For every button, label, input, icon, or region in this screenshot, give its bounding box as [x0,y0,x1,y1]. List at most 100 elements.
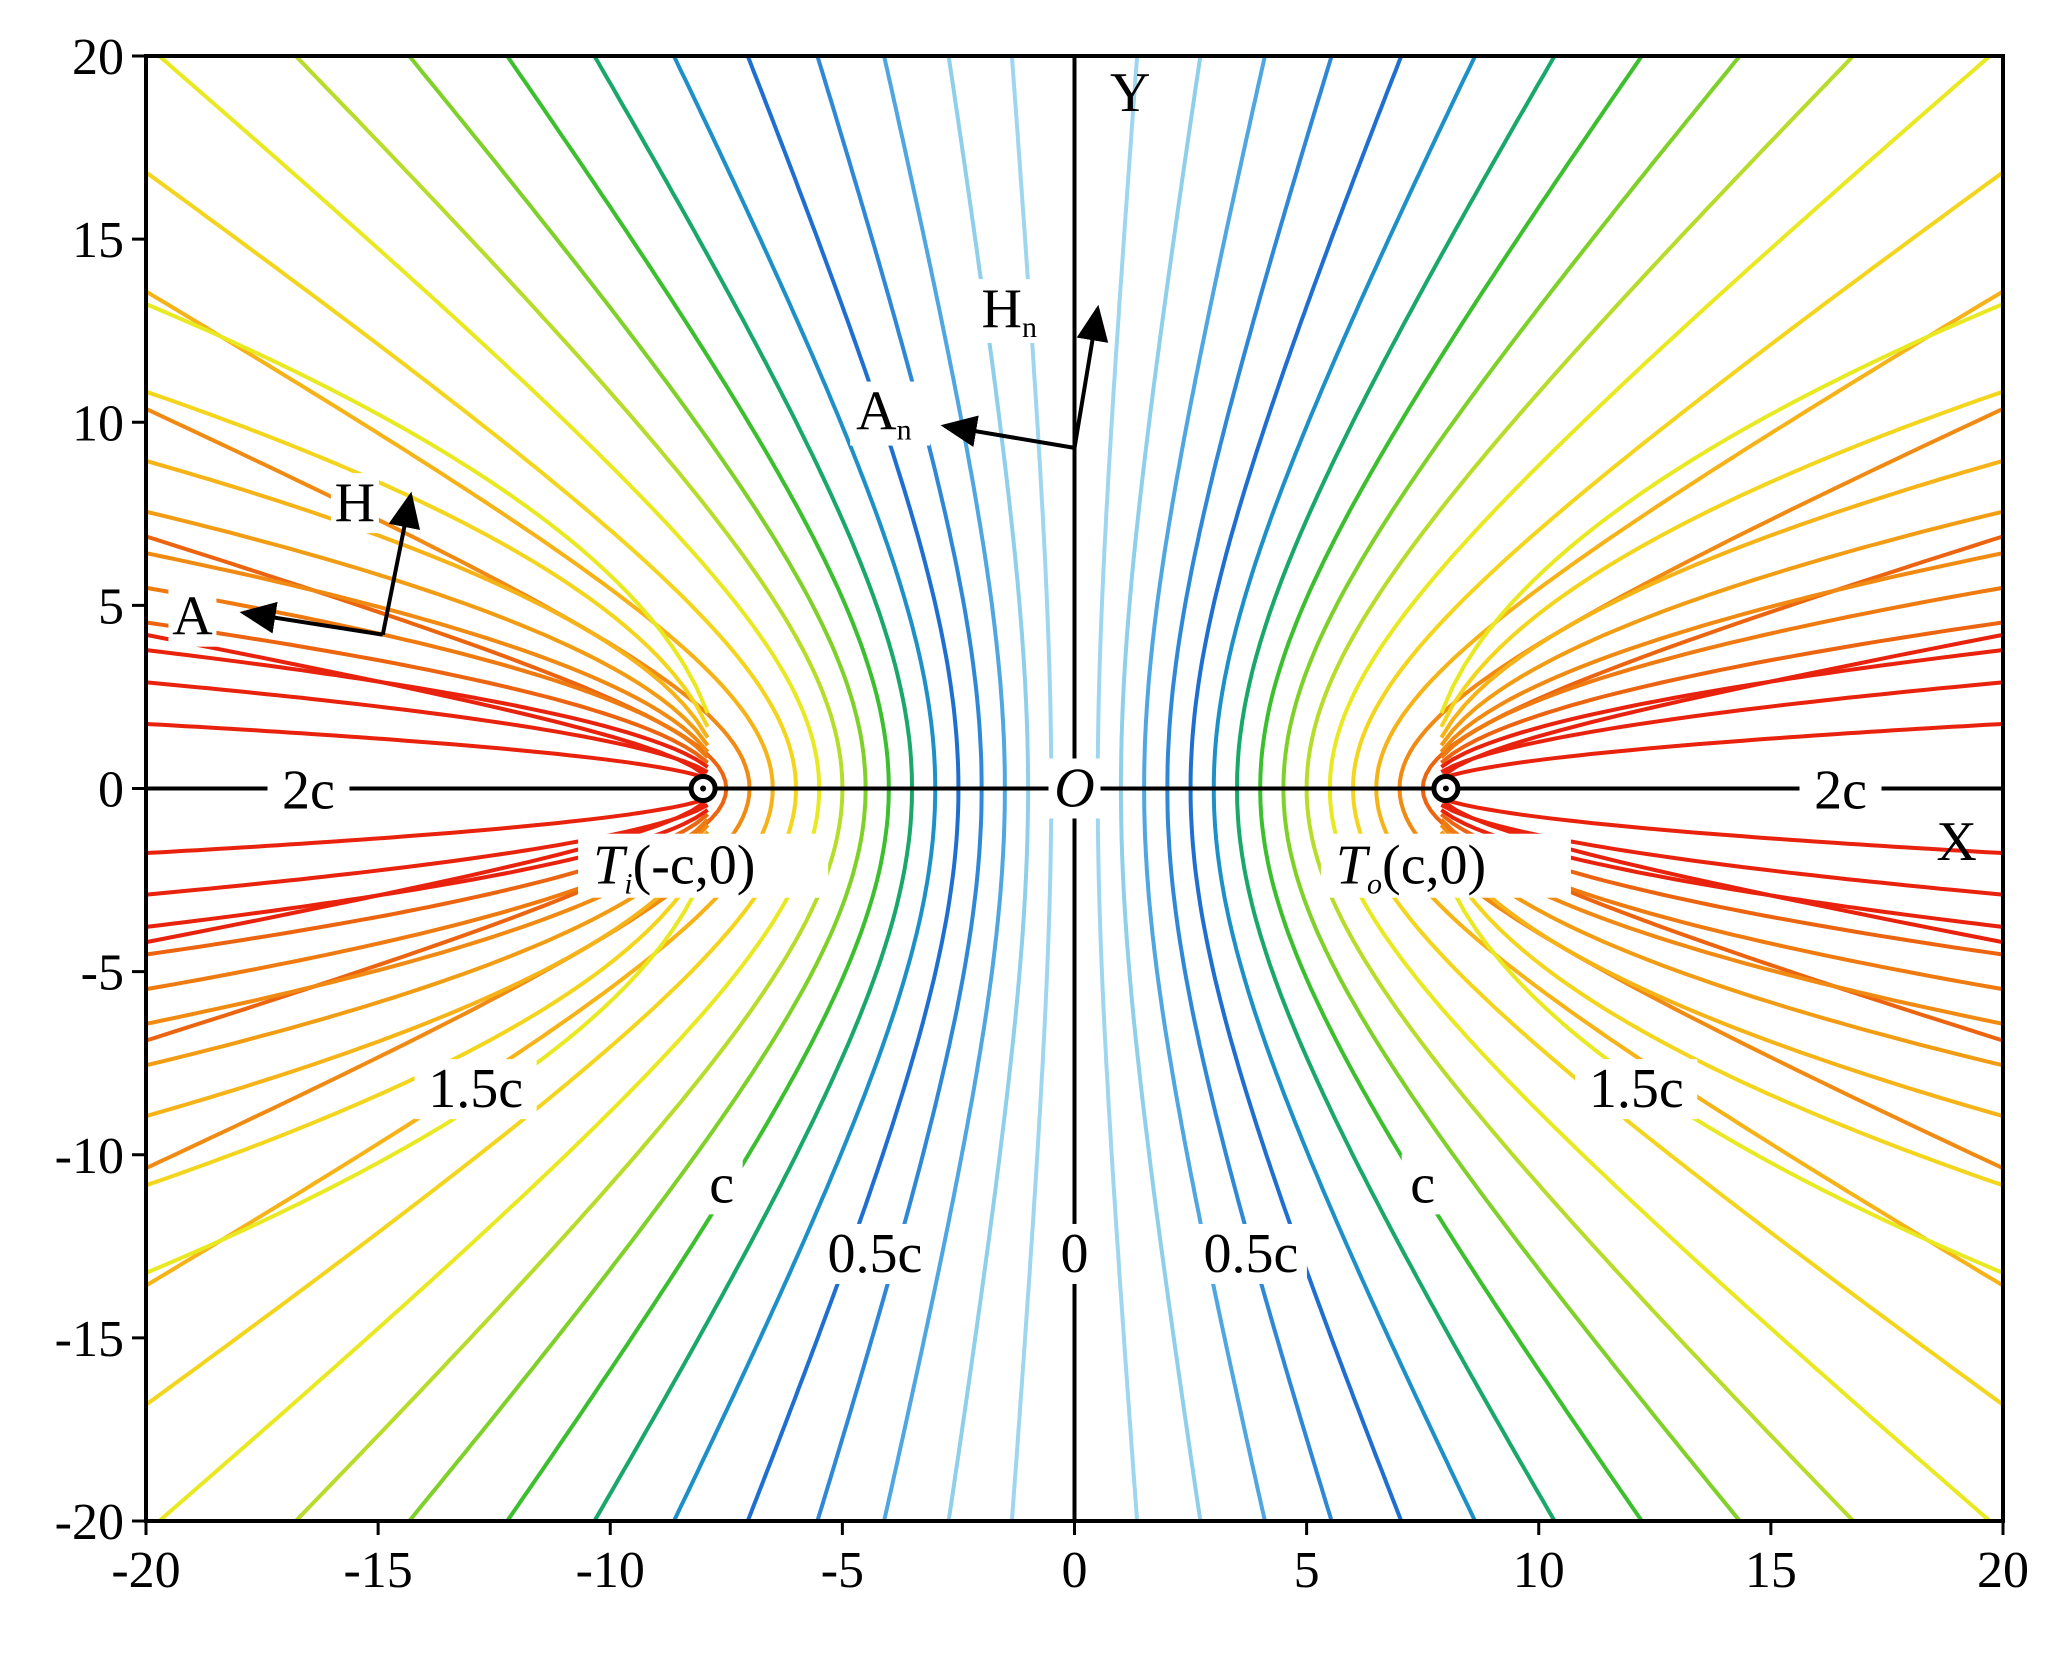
label-background [1194,1223,1307,1284]
contour-line [1439,838,2003,1119]
contour-line [146,585,710,759]
contour-line [1439,863,2003,1276]
focus-label: Ti(-c,0) [593,835,755,901]
label-background [578,833,829,898]
x-tick-label: -15 [343,1542,412,1599]
y-axis-label: Y [1110,62,1150,124]
x-tick-label: 0 [1062,1542,1088,1599]
contour-line [146,551,710,754]
contour-line [146,803,709,897]
y-tick-label: 20 [72,29,124,86]
contour-line [146,648,709,769]
label-background [700,1154,743,1215]
contour-line [1439,389,2003,728]
contour-line [146,509,710,747]
level-label: 1.5c [1589,1058,1684,1120]
label-background [1401,1154,1444,1215]
contour-line [1440,620,2003,765]
contour-line [146,389,710,728]
label-background [414,1059,537,1120]
contour-line [146,823,710,1026]
label-background [1799,760,1882,821]
x-tick-label: -20 [111,1542,180,1599]
contour-line [1440,812,2003,957]
contour-line [1440,680,2003,774]
contour-line [1440,648,2003,769]
contour-line [146,301,710,714]
contour-line [1439,830,2003,1068]
contour-line [146,796,709,856]
vector-a-arrow [239,601,384,637]
y-tick-label: -15 [55,1311,124,1368]
contour-line [146,812,709,957]
vector-h-arrow [380,491,421,636]
label-background [168,586,217,647]
contour-line [146,830,710,1068]
vector-a-label: A [172,586,213,648]
contour-line [1440,808,2003,929]
contour-line [1440,803,2003,897]
y-tick-label: 0 [98,762,124,819]
x-tick-label: 15 [1745,1542,1797,1599]
level-label: 2c [282,760,335,822]
y-tick-label: 15 [72,212,124,269]
vector-h-label: H [335,472,375,534]
x-tick-label: 10 [1513,1542,1565,1599]
contour-line [1440,721,2003,781]
y-tick-label: -10 [55,1128,124,1185]
level-label: c [1410,1153,1435,1215]
level-label: 0.5c [1203,1223,1298,1285]
vector-hn-arrow [1072,304,1109,449]
contour-line [1439,301,2003,714]
contour-line [146,818,710,992]
y-tick-label: -5 [81,945,124,1002]
vector-hn-label: Hn [982,278,1037,344]
axes: -20 -15 -10 -5 0 5 10 15 20 -20 -15 -10 -5 0 5 10 15 20 [55,29,2029,1599]
contour-line [146,680,709,774]
contour-line [146,620,709,765]
label-background [1575,1059,1698,1120]
x-axis-label: X [1936,811,1976,873]
x-tick-label: -5 [821,1542,864,1599]
level-label: 1.5c [428,1058,523,1120]
focus-dot [700,785,707,792]
contour-line [1439,849,2003,1188]
contour-line [146,838,710,1119]
vector-an-label: An [856,381,911,447]
level-label: 0.5c [827,1223,922,1285]
y-tick-label: -20 [55,1494,124,1551]
contour-line [1440,796,2003,856]
contour-line [1439,509,2003,747]
contour-line [146,721,709,781]
level-label: 0 [1061,1223,1089,1285]
x-tick-label: 5 [1294,1542,1320,1599]
level-label: c [709,1153,734,1215]
origin-label: O [1054,758,1094,820]
contour-line [146,808,709,929]
contour-line [146,849,710,1188]
labels: Y X O 2c 2c 1.5c 1.5c c c 0.5c 0.5c 0 Ti(-c,0) To(c,0… [168,62,1977,1285]
contour-line [1439,551,2003,754]
y-tick-label: 5 [98,578,124,635]
label-background [330,473,379,534]
vector-an-arrow [940,415,1075,450]
label-background [267,760,350,821]
contour-line [1439,818,2003,992]
contour-line [1439,823,2003,1026]
contour-line [1439,458,2003,739]
focus-label: To(c,0) [1336,835,1486,901]
level-label: 2c [1814,760,1867,822]
label-background [850,381,931,446]
label-background [975,279,1056,344]
focus-dot [1442,785,1449,792]
x-tick-label: 20 [1977,1542,2029,1599]
label-background [1320,833,1571,898]
contour-line [146,458,710,739]
contour-line [1439,585,2003,759]
y-tick-label: 10 [72,395,124,452]
label-background [818,1223,931,1284]
label-background [1048,758,1101,819]
label-background [1053,1223,1096,1284]
x-tick-label: -10 [576,1542,645,1599]
